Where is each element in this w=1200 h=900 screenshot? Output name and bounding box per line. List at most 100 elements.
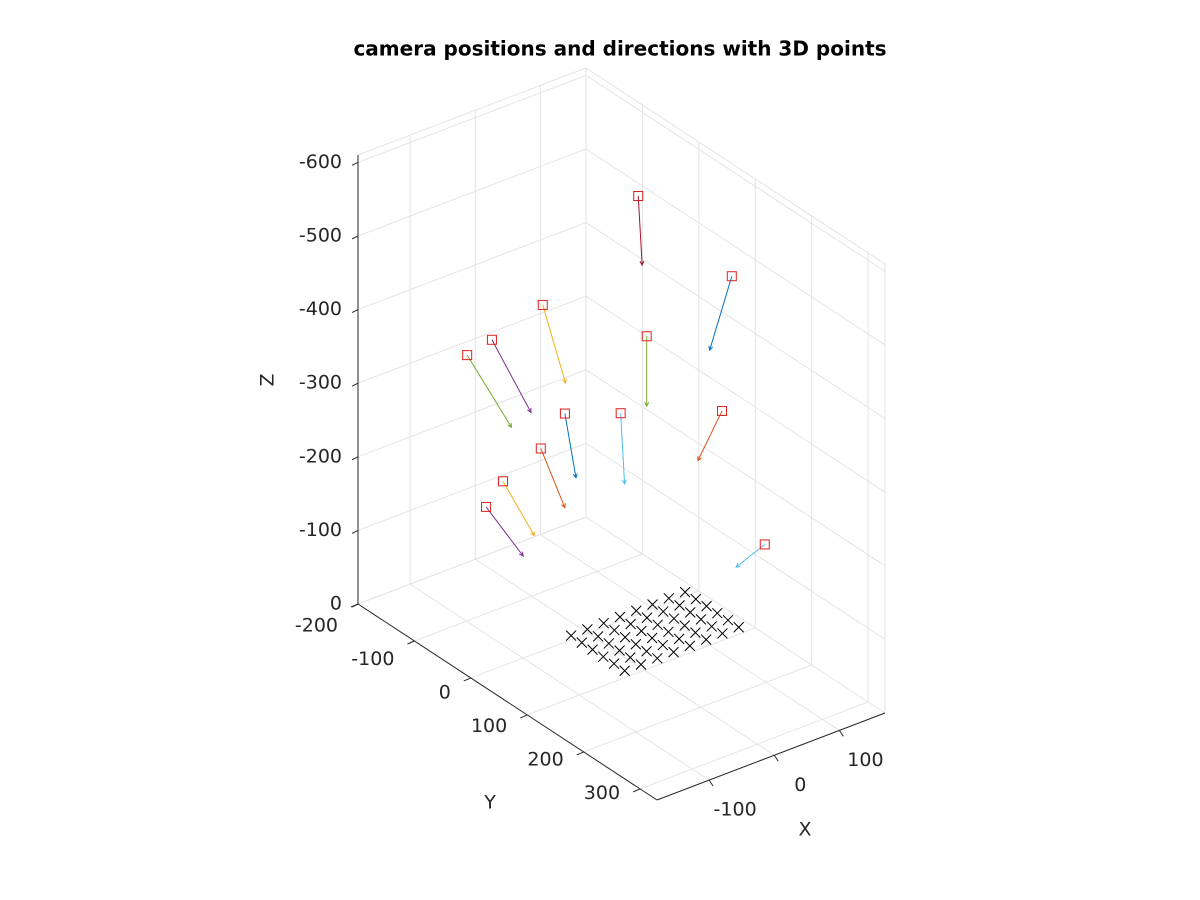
point-marker [668, 646, 679, 658]
point-marker [701, 600, 712, 612]
camera-marker [615, 408, 626, 419]
point-marker [625, 618, 637, 630]
grid-line [357, 148, 587, 237]
x-tick-label: 100 [847, 749, 883, 771]
point-marker [598, 617, 610, 629]
direction-arrow [697, 410, 723, 462]
y-tick [576, 751, 584, 756]
point-marker [647, 599, 658, 610]
point-marker [641, 645, 652, 657]
point-marker [663, 626, 674, 638]
camera-marker [486, 334, 497, 345]
direction-arrow [466, 354, 513, 429]
direction-arrow [491, 339, 532, 414]
point-marker [614, 611, 626, 623]
grid-line [585, 222, 886, 419]
camera-marker [633, 190, 644, 201]
grid-line [527, 627, 756, 716]
grid-line [357, 74, 587, 163]
direction-arrow [708, 276, 733, 352]
direction-arrow [564, 413, 578, 479]
camera-marker [717, 405, 728, 416]
z-tick-label: -500 [299, 224, 342, 246]
y-tick-label: 300 [584, 782, 620, 804]
point-marker [668, 613, 680, 624]
camera-marker [481, 501, 492, 512]
direction-arrow [644, 336, 650, 408]
point-marker [679, 586, 691, 598]
y-tick [632, 788, 641, 793]
point-marker [565, 630, 577, 641]
grid-line [585, 295, 886, 493]
camera-marker [759, 539, 770, 550]
point-marker [695, 614, 707, 625]
camera-marker [498, 476, 509, 487]
direction-arrow [542, 304, 567, 385]
point-marker [609, 624, 620, 636]
z-tick-label: -600 [299, 151, 342, 173]
x-axis-label: X [798, 819, 811, 841]
point-marker [582, 624, 593, 635]
point-marker [684, 640, 696, 652]
grid-line [357, 442, 587, 531]
point-marker [635, 659, 647, 670]
point-marker [652, 619, 664, 631]
point-marker [684, 607, 696, 618]
z-tick [351, 529, 359, 534]
point-marker [636, 625, 647, 637]
z-tick-label: -300 [299, 372, 342, 394]
point-marker [624, 652, 636, 663]
y-tick [350, 603, 359, 608]
x-tick [773, 754, 779, 762]
y-tick [463, 677, 472, 682]
y-tick-label: 200 [527, 748, 563, 770]
point-marker [608, 658, 620, 670]
grid-layer: 0 -100 -200 -300 -400 -500 -600 -200 -100 0 100 200… [295, 67, 886, 821]
grid-line [585, 442, 886, 640]
grid-line [414, 553, 643, 642]
point-marker [717, 628, 728, 639]
grid-line [357, 222, 587, 311]
z-tick [351, 382, 359, 387]
grid-line [585, 516, 886, 714]
point-marker [690, 627, 701, 638]
z-tick-label: -200 [299, 445, 342, 467]
point-marker [630, 638, 642, 650]
point-marker [700, 634, 712, 646]
y-tick-label: -200 [295, 615, 338, 637]
point-marker [722, 614, 734, 626]
x-tick [708, 779, 714, 787]
z-tick [351, 309, 359, 314]
camera-marker [559, 408, 570, 419]
grid-line [357, 369, 587, 458]
z-tick-label: 0 [330, 593, 342, 615]
z-tick-label: -100 [299, 519, 342, 541]
grid-line [585, 369, 886, 567]
grid-line [585, 148, 886, 346]
point-marker [641, 612, 653, 624]
point-marker [603, 638, 615, 649]
direction-arrow [502, 481, 535, 537]
box-edge [357, 67, 587, 156]
direction-arrow [540, 448, 566, 509]
z-tick [351, 235, 359, 240]
grid-line [357, 295, 587, 384]
point-marker [619, 665, 631, 677]
point-marker [614, 645, 625, 656]
point-marker [706, 621, 718, 632]
point-marker [657, 639, 669, 651]
x-axis [656, 712, 886, 801]
x-tick [838, 730, 844, 737]
camera-marker [537, 299, 548, 310]
grid-line [540, 533, 840, 731]
point-marker [673, 633, 685, 645]
y-tick-label: 100 [471, 715, 507, 737]
point-marker [674, 599, 685, 611]
direction-arrow [637, 195, 645, 267]
y-tick [407, 640, 415, 645]
point-marker [619, 631, 631, 643]
grid-line [474, 558, 775, 756]
point-marker [597, 651, 609, 663]
point-marker [663, 592, 675, 604]
camera-marker [535, 443, 546, 454]
